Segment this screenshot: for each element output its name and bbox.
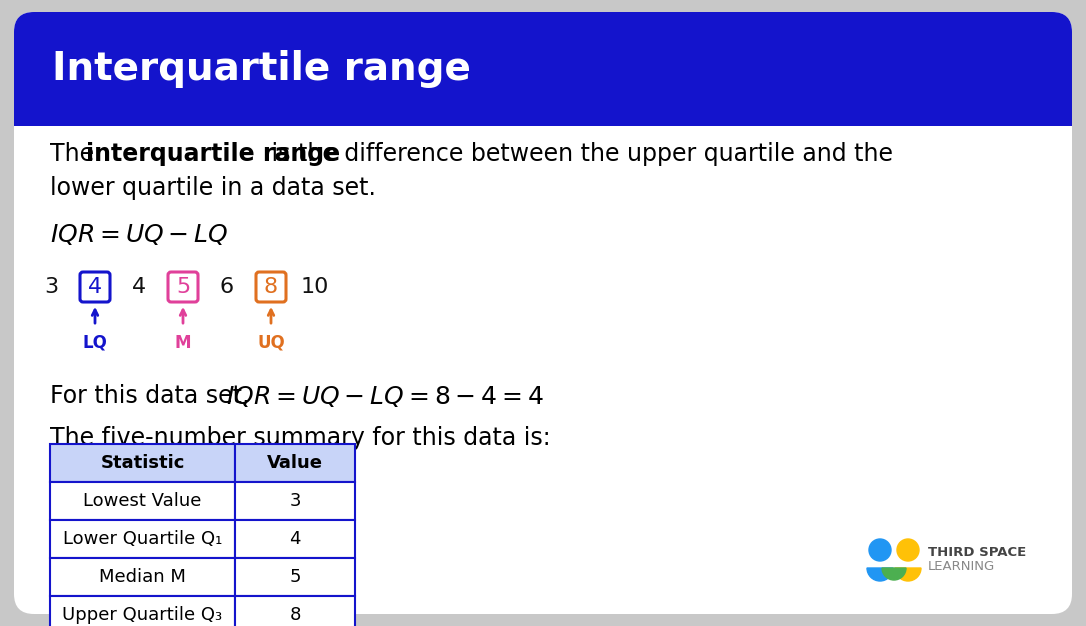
Text: LQ: LQ xyxy=(83,334,108,352)
Text: 4: 4 xyxy=(131,277,146,297)
Text: Lower Quartile Q₁: Lower Quartile Q₁ xyxy=(63,530,223,548)
Bar xyxy=(14,104,1072,126)
FancyBboxPatch shape xyxy=(80,272,110,302)
Text: Statistic: Statistic xyxy=(100,454,185,472)
Text: M: M xyxy=(175,334,191,352)
Text: Upper Quartile Q₃: Upper Quartile Q₃ xyxy=(62,606,223,624)
Circle shape xyxy=(869,539,891,561)
Text: Value: Value xyxy=(267,454,323,472)
Text: 10: 10 xyxy=(301,277,329,297)
Bar xyxy=(235,596,355,626)
Wedge shape xyxy=(895,568,921,581)
Text: 4: 4 xyxy=(289,530,301,548)
Text: $IQR = UQ - LQ$: $IQR = UQ - LQ$ xyxy=(50,222,228,247)
Bar xyxy=(50,520,235,558)
Wedge shape xyxy=(867,568,893,581)
Text: 5: 5 xyxy=(289,568,301,586)
Bar xyxy=(50,558,235,596)
Text: Interquartile range: Interquartile range xyxy=(52,50,471,88)
Wedge shape xyxy=(882,568,906,580)
Text: THIRD SPACE: THIRD SPACE xyxy=(929,545,1026,558)
Text: 5: 5 xyxy=(176,277,190,297)
Text: The five-number summary for this data is:: The five-number summary for this data is… xyxy=(50,426,551,450)
FancyBboxPatch shape xyxy=(14,12,1072,126)
Text: 3: 3 xyxy=(289,492,301,510)
Text: Median M: Median M xyxy=(99,568,186,586)
Bar xyxy=(50,482,235,520)
Text: Lowest Value: Lowest Value xyxy=(84,492,202,510)
Bar xyxy=(50,596,235,626)
Text: interquartile range: interquartile range xyxy=(86,142,340,166)
Text: For this data set,: For this data set, xyxy=(50,384,257,408)
Text: is the difference between the upper quartile and the: is the difference between the upper quar… xyxy=(264,142,893,166)
Text: lower quartile in a data set.: lower quartile in a data set. xyxy=(50,176,376,200)
Bar xyxy=(235,482,355,520)
Text: 6: 6 xyxy=(220,277,235,297)
Bar xyxy=(50,444,235,482)
Text: UQ: UQ xyxy=(257,334,285,352)
Text: The: The xyxy=(50,142,102,166)
FancyBboxPatch shape xyxy=(168,272,198,302)
Text: 3: 3 xyxy=(43,277,58,297)
Text: 8: 8 xyxy=(264,277,278,297)
Text: $IQR = UQ - LQ = 8 - 4 = 4$: $IQR = UQ - LQ = 8 - 4 = 4$ xyxy=(226,384,544,409)
FancyBboxPatch shape xyxy=(256,272,286,302)
Text: 8: 8 xyxy=(289,606,301,624)
Text: 4: 4 xyxy=(88,277,102,297)
Bar xyxy=(235,558,355,596)
Bar xyxy=(235,520,355,558)
Circle shape xyxy=(897,539,919,561)
Bar xyxy=(235,444,355,482)
Text: LEARNING: LEARNING xyxy=(929,560,995,573)
FancyBboxPatch shape xyxy=(14,12,1072,614)
